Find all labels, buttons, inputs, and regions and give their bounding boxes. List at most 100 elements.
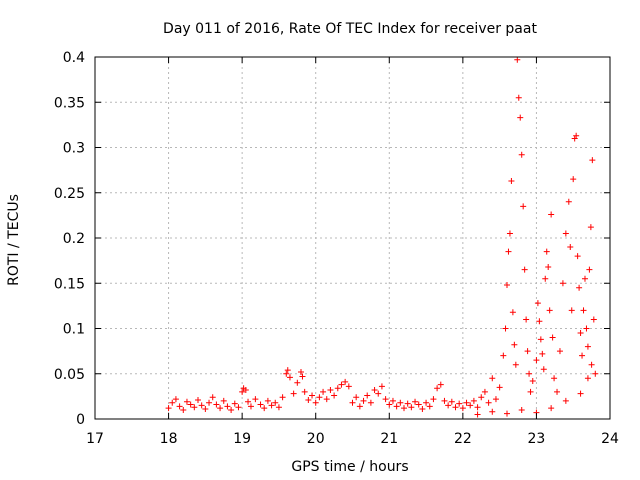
x-tick-label: 19: [233, 431, 251, 447]
x-tick-label: 17: [86, 431, 104, 447]
data-point: [430, 396, 437, 403]
data-point: [588, 361, 595, 368]
chart-title: Day 011 of 2016, Rate Of TEC Index for r…: [163, 21, 537, 37]
data-point: [540, 366, 547, 373]
data-point: [180, 406, 187, 413]
data-point: [360, 397, 367, 404]
y-tick-label: 0.05: [54, 367, 85, 383]
data-point: [512, 361, 519, 368]
data-point: [247, 403, 254, 410]
data-point: [172, 396, 179, 403]
y-tick-label: 0: [76, 412, 85, 428]
data-point: [286, 374, 293, 381]
data-point: [382, 396, 389, 403]
data-point: [589, 157, 596, 164]
data-point: [474, 411, 481, 418]
data-point: [524, 348, 531, 355]
data-point: [502, 325, 509, 332]
data-point: [536, 318, 543, 325]
plot-frame: [94, 56, 611, 420]
data-point: [242, 387, 249, 394]
data-point: [584, 375, 591, 382]
x-axis-label: GPS time / hours: [291, 459, 408, 475]
data-point: [554, 388, 561, 395]
data-point: [404, 400, 411, 407]
data-point: [577, 390, 584, 397]
x-tick-label: 18: [160, 431, 178, 447]
data-point: [434, 385, 441, 392]
data-point: [353, 394, 360, 401]
data-point: [364, 392, 371, 399]
data-point: [527, 388, 534, 395]
data-point: [492, 396, 499, 403]
data-point: [448, 398, 455, 405]
data-point: [467, 402, 474, 409]
data-point: [213, 401, 220, 408]
data-point: [356, 403, 363, 410]
data-point: [478, 394, 485, 401]
data-point: [389, 397, 396, 404]
y-tick-label: 0.3: [63, 141, 85, 157]
data-point: [224, 403, 231, 410]
y-axis-label: ROTI / TECUs: [6, 194, 22, 286]
data-point: [456, 400, 463, 407]
data-point: [290, 390, 297, 397]
data-point: [562, 397, 569, 404]
data-point: [586, 266, 593, 273]
data-point: [452, 404, 459, 411]
data-point: [545, 263, 552, 270]
data-point: [202, 406, 209, 413]
x-tick-label: 22: [454, 431, 472, 447]
data-point: [187, 401, 194, 408]
data-point: [549, 334, 556, 341]
data-point: [546, 307, 553, 314]
data-point: [504, 282, 510, 289]
x-tick-labels: 17 18 19 20 21 22 23 24: [86, 431, 619, 447]
data-point: [592, 370, 599, 377]
data-point: [437, 381, 444, 388]
data-point: [577, 330, 584, 337]
data-point: [261, 405, 268, 412]
data-point: [587, 224, 594, 231]
data-point: [320, 388, 327, 395]
data-point: [474, 404, 481, 411]
data-point: [496, 384, 503, 391]
data-point: [548, 405, 555, 412]
x-tick-label: 21: [380, 431, 398, 447]
data-point: [581, 275, 588, 282]
data-point: [426, 403, 433, 410]
data-point: [397, 399, 404, 406]
data-point: [209, 394, 216, 401]
data-point: [542, 275, 549, 282]
data-point: [529, 377, 536, 384]
data-point: [198, 402, 205, 409]
data-point: [485, 399, 492, 406]
x-tick-label: 23: [528, 431, 546, 447]
data-point: [235, 404, 242, 411]
data-point: [228, 406, 235, 413]
data-point: [284, 367, 291, 374]
data-point: [272, 399, 279, 406]
data-point: [342, 378, 349, 385]
data-point: [239, 388, 246, 395]
data-point: [301, 388, 308, 395]
data-point: [556, 348, 563, 355]
data-point: [165, 405, 172, 412]
data-point: [506, 230, 513, 237]
data-point: [298, 368, 304, 375]
data-point: [386, 401, 393, 408]
data-point: [565, 198, 572, 205]
x-tick-label: 24: [601, 431, 619, 447]
data-point: [489, 408, 496, 415]
data-point: [526, 370, 533, 377]
data-point: [299, 373, 306, 380]
data-point: [517, 114, 524, 121]
data-point: [393, 403, 400, 410]
data-point: [195, 396, 201, 403]
data-point: [537, 336, 544, 343]
data-point: [463, 399, 470, 406]
data-point: [252, 396, 259, 403]
data-point: [264, 397, 271, 404]
data-point: [401, 405, 407, 412]
